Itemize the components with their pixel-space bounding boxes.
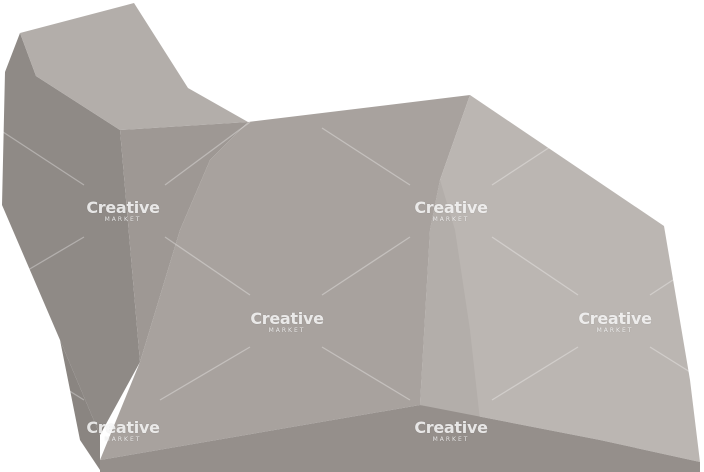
rock-face-left (2, 33, 140, 435)
rock-face-bottom (100, 405, 700, 472)
rock-face-top-left (20, 3, 248, 130)
rock-face-right (420, 95, 700, 462)
rock-face-fold (120, 122, 248, 362)
rock-face-center (100, 95, 470, 460)
watermark-lines (0, 121, 691, 401)
rock-face-right-fold (420, 180, 480, 420)
rock-face-bottom-left (60, 340, 100, 470)
